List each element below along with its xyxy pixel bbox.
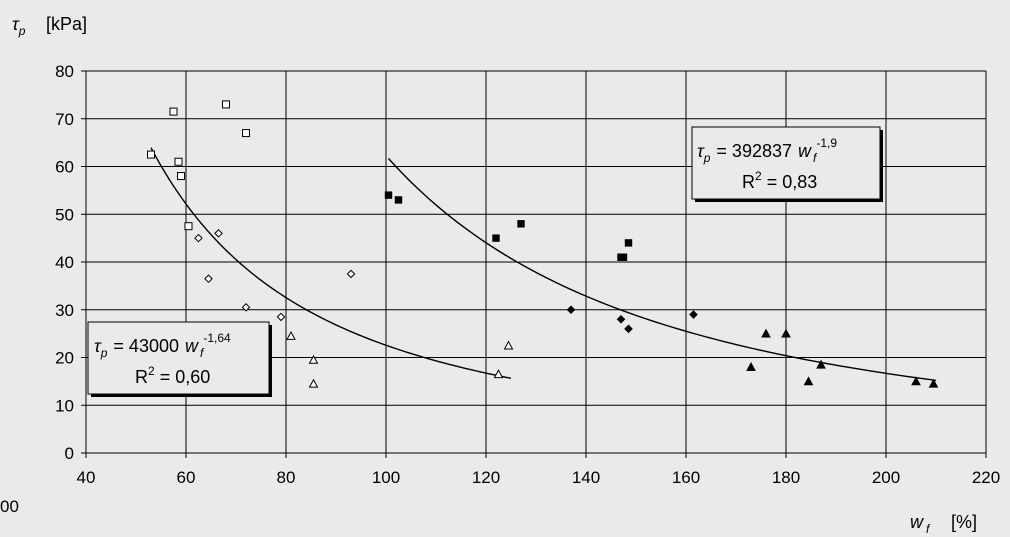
triangle-marker [928, 378, 939, 388]
trendline-1 [150, 147, 512, 379]
triangle-marker [746, 361, 756, 371]
y-axis-unit: [kPa] [46, 14, 87, 34]
trendline-2 [387, 158, 937, 382]
x-axis-subscript: f [926, 522, 931, 536]
diamond-marker [566, 305, 576, 315]
data-points [147, 100, 939, 388]
equation-box-frame-1 [87, 321, 270, 395]
trendline-equation-box-2: τp = 392837 w f-1,9 R2 = 0,83 [691, 126, 883, 202]
x-tick-label: 220 [972, 468, 1000, 487]
diamond-marker [204, 274, 213, 284]
trendlines [150, 147, 937, 382]
eq1-variable: w [185, 336, 199, 356]
eq1-variable-sub: f [200, 346, 205, 360]
eq2-symbol: τ [697, 141, 705, 161]
y-tick-label: 30 [55, 301, 74, 320]
square-marker [624, 239, 633, 247]
x-axis-unit: [%] [951, 512, 977, 532]
y-axis-symbol: τ [12, 14, 20, 34]
triangle-marker [308, 378, 319, 388]
triangle-marker [503, 340, 514, 350]
square-marker [242, 129, 250, 138]
triangle-marker [286, 330, 296, 340]
diamond-marker [346, 269, 356, 279]
y-tick-label: 70 [55, 110, 74, 129]
y-tick-label: 0 [65, 444, 74, 463]
x-tick-label: 160 [672, 468, 700, 487]
triangle-marker [308, 354, 319, 364]
gridlines [86, 70, 987, 453]
eq2-exponent: -1,9 [816, 136, 837, 150]
triangle-marker [761, 328, 771, 338]
r2-2-value: = 0,83 [767, 172, 818, 192]
diamond-marker [214, 229, 223, 238]
eq2-variable-sub: f [813, 151, 818, 165]
eq1-exponent: -1,64 [203, 331, 231, 345]
x-axis-title: w f [%] [910, 512, 977, 536]
r2-1-sup: 2 [148, 364, 155, 378]
y-tick-label: 50 [55, 205, 74, 224]
x-tick-label: 40 [77, 468, 96, 487]
y-tick-label: 80 [55, 62, 74, 81]
square-marker [184, 222, 193, 231]
square-marker [619, 253, 628, 261]
triangle-marker [911, 376, 921, 386]
y-tick-label: 10 [55, 396, 74, 415]
equation-text-1: τp = 43000 w f-1,64 [94, 331, 231, 360]
triangle-marker [493, 369, 504, 379]
eq1-symbol-sub: p [100, 346, 108, 360]
x-tick-label: 80 [277, 468, 296, 487]
equation-text-2: τp = 392837 w f-1,9 [697, 136, 837, 165]
y-tick-label: 60 [55, 158, 74, 177]
diamond-marker [624, 324, 633, 334]
square-marker [169, 107, 178, 116]
triangle-marker [816, 359, 826, 369]
x-tick-label: 120 [472, 468, 500, 487]
square-marker [384, 191, 393, 199]
square-marker [174, 157, 183, 166]
diamond-marker [276, 312, 286, 322]
eq2-symbol-sub: p [703, 151, 711, 165]
triangle-marker [781, 328, 791, 338]
square-marker [222, 100, 230, 109]
axes: 0 10 20 30 40 50 60 70 80 40 60 80 100 120 140 160 180 20… [55, 62, 1000, 487]
eq1-coefficient: = 43000 [113, 336, 179, 356]
y-axis-title: τp [kPa] [12, 14, 87, 38]
r2-1-value: = 0,60 [160, 367, 211, 387]
diamond-marker [616, 314, 626, 324]
equation-box-frame-2 [691, 126, 881, 200]
x-tick-label: 180 [772, 468, 800, 487]
y-axis-subscript: p [18, 24, 26, 38]
x-axis-symbol: w [910, 512, 924, 532]
square-marker [394, 196, 403, 204]
diamond-marker [194, 233, 203, 243]
eq2-variable: w [798, 141, 812, 161]
x-tick-label: 100 [372, 468, 400, 487]
diamond-marker [241, 303, 251, 312]
square-marker [147, 150, 155, 159]
eq1-symbol: τ [94, 336, 102, 356]
x-tick-label: 140 [572, 468, 600, 487]
diamond-marker [689, 310, 698, 319]
x-tick-label: 60 [177, 468, 196, 487]
r2-2-sup: 2 [755, 169, 762, 183]
r2-1-label: R [135, 367, 148, 387]
y-tick-label: 40 [55, 253, 74, 272]
r2-text-2: R2 = 0,83 [742, 169, 817, 192]
x-tick-label: 200 [872, 468, 900, 487]
y-tick-label: 20 [55, 349, 74, 368]
stray-label: 00 [0, 497, 19, 516]
r2-2-label: R [742, 172, 755, 192]
eq2-coefficient: = 392837 [716, 141, 792, 161]
r2-text-1: R2 = 0,60 [135, 364, 210, 387]
square-marker [177, 172, 185, 181]
square-marker [517, 220, 525, 228]
trendline-equation-box-1: τp = 43000 w f-1,64 R2 = 0,60 [87, 321, 272, 397]
triangle-marker [803, 376, 814, 386]
square-marker [492, 234, 500, 242]
